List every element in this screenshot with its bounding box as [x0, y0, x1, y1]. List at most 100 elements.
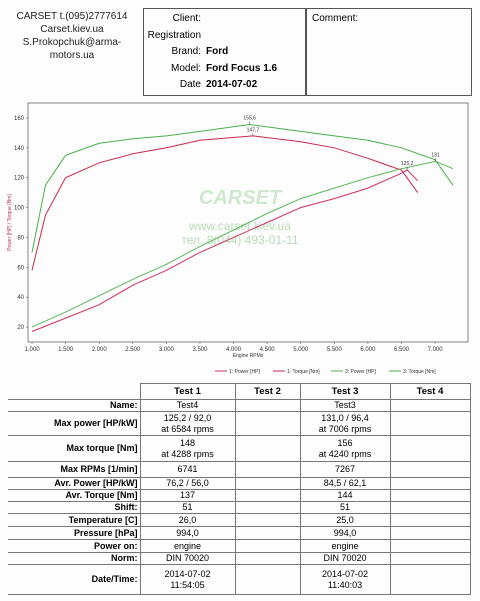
field-row: Date 2014-07-02	[144, 79, 306, 95]
legend-label: 1: Torque [Nm]	[287, 369, 320, 375]
table-row: Max RPMs [1/min] 6741 7267	[8, 461, 471, 478]
comment-label: Comment:	[312, 13, 359, 24]
comment-box: Comment:	[305, 8, 472, 96]
y-tick-label: 100	[14, 206, 25, 212]
y-axis-title: Power [HP] / Torque [Nm]	[7, 194, 13, 251]
field-value: Ford	[206, 46, 229, 57]
table-cell: 125,2 / 92,0 at 6584 rpms	[139, 411, 236, 436]
cell-line: 11:40:03	[327, 579, 363, 590]
row-label: Max torque [Nm]	[8, 435, 141, 462]
table-cell: 6741	[139, 461, 236, 478]
table-row: Max power [HP/kW] 125,2 / 92,0 at 6584 rpm…	[8, 411, 471, 436]
empty-cell	[389, 489, 471, 502]
table-row: Avr. Power [HP/kW] 76,2 / 56,0 84,5 / 62,1	[8, 477, 471, 490]
field-label: Date	[179, 79, 201, 90]
cell-line: 2014-07-02	[164, 568, 211, 579]
row-label: Avr. Power [HP/kW]	[8, 477, 141, 490]
table-row: Avr. Torque [Nm] 137 144	[8, 489, 471, 502]
y-tick-label: 120	[14, 176, 25, 182]
watermark-logo: CARSET	[199, 187, 283, 209]
table-row: Date/Time: 2014-07-02 11:54:05 2014-07-02 11…	[8, 564, 471, 595]
field-row: Model: Ford Focus 1.6	[144, 63, 306, 79]
column-header: Test 2	[234, 383, 301, 400]
table-row: Norm: DIN 70020 DIN 70020	[8, 552, 471, 565]
watermark-phone: тел. 8(044) 493-01-11	[181, 233, 298, 247]
contact-line: Carset.kiev.ua	[40, 24, 104, 35]
table-row: Name: Test4 Test3	[8, 399, 471, 412]
empty-cell	[234, 411, 301, 436]
table-row: Power on: engine engine	[8, 539, 471, 553]
x-tick-label: 3.000	[159, 347, 175, 353]
x-tick-label: 5.500	[327, 347, 343, 353]
cell-line: at 6584 rpms	[161, 423, 214, 434]
table-cell: 76,2 / 56,0	[139, 477, 236, 490]
contact-line: CARSET t.(095)2777614	[16, 11, 128, 22]
x-tick-label: 2.000	[92, 347, 108, 353]
empty-cell	[234, 461, 301, 478]
empty-cell	[389, 539, 471, 553]
x-tick-label: 4.500	[260, 347, 276, 353]
column-header: Test 4	[389, 383, 471, 400]
table-cell: engine	[139, 539, 236, 553]
field-label: Model:	[170, 62, 201, 74]
x-tick-label: 6.000	[360, 347, 376, 353]
table-cell: 148 at 4288 rpms	[139, 435, 236, 462]
table-cell: DIN 70020	[139, 552, 236, 565]
empty-cell	[389, 399, 471, 412]
field-value: Ford Focus 1.6	[206, 62, 278, 74]
y-tick-label: 80	[17, 235, 24, 241]
x-tick-label: 1.500	[58, 347, 74, 353]
field-row: Registration	[144, 30, 306, 46]
table-cell: 51	[299, 501, 391, 514]
table-cell: 26,0	[139, 513, 236, 527]
cell-line: 156	[337, 437, 353, 448]
annotation-label: 147,7	[247, 127, 260, 133]
empty-cell	[389, 461, 471, 478]
row-label: Shift:	[8, 501, 141, 514]
row-label: Date/Time:	[8, 564, 141, 595]
table-cell: engine	[299, 539, 391, 553]
row-label: Temperature [C]	[8, 513, 141, 527]
row-label: Norm:	[8, 552, 141, 565]
cell-line: at 4240 rpms	[318, 448, 372, 459]
table-cell: 137	[139, 489, 236, 502]
row-label: Power on:	[8, 539, 141, 553]
y-tick-label: 20	[17, 325, 24, 331]
table-cell: 156 at 4240 rpms	[299, 435, 391, 462]
empty-cell	[389, 411, 471, 436]
table-row: Shift: 51 51	[8, 501, 471, 514]
series-line	[31, 135, 419, 271]
column-header: Test 3	[299, 383, 391, 400]
empty-cell	[234, 526, 301, 540]
empty-cell	[234, 435, 301, 462]
table-cell: 51	[139, 501, 236, 514]
field-row: Client:	[144, 13, 306, 29]
series-line	[31, 160, 454, 328]
x-tick-label: 7.000	[428, 347, 444, 353]
row-label: Avr. Torque [Nm]	[8, 489, 141, 502]
results: Test 1 Test 2 Test 3 Test 4 Name: Test4 Test3 M…	[8, 383, 471, 595]
y-tick-label: 60	[17, 265, 24, 271]
cell-line: at 7006 rpms	[318, 423, 372, 434]
table-cell: 25,0	[299, 513, 391, 527]
empty-cell	[389, 564, 471, 595]
contact-line: S.Prokopchuk@arma-motors.ua	[22, 37, 122, 61]
table-cell: 131,0 / 96,4 at 7006 rpms	[299, 411, 391, 436]
field-label: Client:	[172, 13, 201, 24]
legend-label: 3: Power [HP]	[345, 369, 376, 375]
x-tick-label: 4.000	[226, 347, 242, 353]
table-cell: 144	[299, 489, 391, 502]
cell-line: 131,0 / 96,4	[321, 412, 369, 423]
empty-cell	[389, 552, 471, 565]
corner-cell	[8, 384, 140, 400]
empty-cell	[234, 477, 301, 490]
empty-cell	[234, 489, 301, 502]
cell-line: 125,2 / 92,0	[163, 412, 212, 423]
x-tick-label: 6.500	[394, 347, 410, 353]
y-tick-label: 160	[14, 116, 25, 122]
empty-cell	[234, 399, 301, 412]
table-cell: 7267	[299, 461, 391, 478]
table-cell: 2014-07-02 11:54:05	[139, 564, 236, 595]
field-label: Brand:	[171, 46, 201, 57]
